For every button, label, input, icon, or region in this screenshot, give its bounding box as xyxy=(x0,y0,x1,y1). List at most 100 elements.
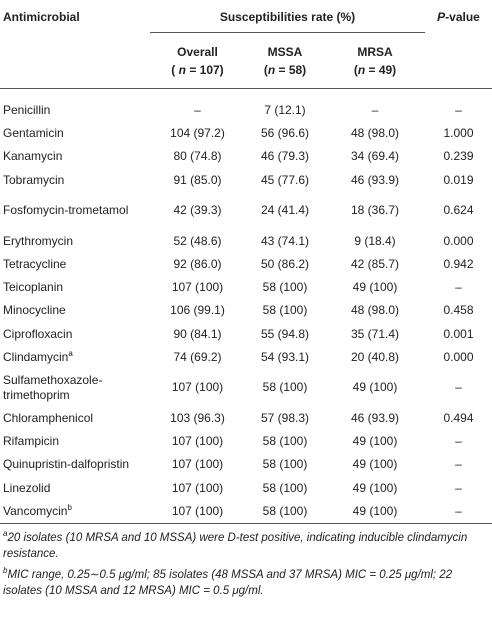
drug-name: Tobramycin xyxy=(0,169,150,192)
cell-text: 45 (77.6) xyxy=(260,172,310,187)
footnote-mark: b xyxy=(3,566,8,576)
cell-text: 9 (18.4) xyxy=(354,233,396,248)
drug-name-text: Kanamycin xyxy=(3,149,63,164)
drug-name: Linezolid xyxy=(0,476,150,499)
cell: 0.239 xyxy=(425,145,492,168)
cell: 49 (100) xyxy=(325,453,425,476)
cell: 58 (100) xyxy=(245,369,325,407)
table-row: Clindamycina 74 (69.2) 54 (93.1) 20 (40.8) 0… xyxy=(0,346,492,369)
cell-text: 0.942 xyxy=(443,257,474,272)
cell-text: 0.458 xyxy=(443,303,474,318)
cell: – xyxy=(425,369,492,407)
cell: 46 (79.3) xyxy=(245,145,325,168)
cell: 18 (36.7) xyxy=(325,192,425,230)
drug-name: Minocycline xyxy=(0,299,150,322)
cell: 90 (84.1) xyxy=(150,323,245,346)
cell: 103 (96.3) xyxy=(150,407,245,430)
header-p: P xyxy=(437,10,446,25)
cell-text: 107 (100) xyxy=(171,480,224,495)
footnote-mark: a xyxy=(68,348,73,358)
footnote: a20 isolates (10 MRSA and 10 MSSA) were … xyxy=(3,530,489,562)
header-group: Susceptibilities rate (%) xyxy=(150,2,425,33)
cell: 49 (100) xyxy=(325,499,425,524)
header-p-rest: -value xyxy=(445,10,480,25)
cell: 42 (39.3) xyxy=(150,192,245,230)
drug-name: Teicoplanin xyxy=(0,276,150,299)
footnote: bMIC range, 0.25∼0.5 μg/ml; 85 isolates … xyxy=(3,567,489,599)
cell: 58 (100) xyxy=(245,430,325,453)
cell: 46 (93.9) xyxy=(325,407,425,430)
table-row: Quinupristin-dalfopristin 107 (100) 58 (10… xyxy=(0,453,492,476)
cell: 42 (85.7) xyxy=(325,253,425,276)
cell: 104 (97.2) xyxy=(150,122,245,145)
cell: 34 (69.4) xyxy=(325,145,425,168)
cell-text: 56 (96.6) xyxy=(260,126,310,141)
cell-text: 48 (98.0) xyxy=(350,126,400,141)
cell-text: 48 (98.0) xyxy=(350,303,400,318)
cell-text: 0.239 xyxy=(443,149,474,164)
column-header: MSSA (n = 58) xyxy=(245,32,325,89)
cell-text: 74 (69.2) xyxy=(173,349,222,364)
cell: – xyxy=(425,453,492,476)
cell-text: 42 (39.3) xyxy=(173,203,222,218)
cell: 57 (98.3) xyxy=(245,407,325,430)
header-empty xyxy=(0,32,150,89)
cell: – xyxy=(425,89,492,123)
cell-text: 57 (98.3) xyxy=(260,410,310,425)
cell-text: 50 (86.2) xyxy=(260,257,310,272)
table-row: Vancomycinb 107 (100) 58 (100) 49 (100) – xyxy=(0,499,492,524)
cell-text: 107 (100) xyxy=(171,503,224,518)
column-count: ( xyxy=(263,62,268,77)
footnote-text: 20 isolates (10 MRSA and 10 MSSA) were D… xyxy=(3,532,468,560)
cell-text: 34 (69.4) xyxy=(350,149,400,164)
cell: 74 (69.2) xyxy=(150,346,245,369)
cell: – xyxy=(150,89,245,123)
column-name: MSSA xyxy=(267,44,303,59)
cell-text: 0.000 xyxy=(443,349,474,364)
cell-text: 49 (100) xyxy=(352,380,398,395)
column-name: MRSA xyxy=(357,44,393,59)
drug-name: Vancomycinb xyxy=(0,499,150,524)
cell-text: 0.494 xyxy=(443,410,474,425)
cell: 106 (99.1) xyxy=(150,299,245,322)
cell: 0.458 xyxy=(425,299,492,322)
cell-text: – xyxy=(194,103,201,118)
cell: 7 (12.1) xyxy=(245,89,325,123)
cell-text: 46 (93.9) xyxy=(350,172,400,187)
cell: 58 (100) xyxy=(245,453,325,476)
drug-name-text: Linezolid xyxy=(3,480,51,495)
cell: 107 (100) xyxy=(150,369,245,407)
column-count: ( xyxy=(353,62,358,77)
cell: 50 (86.2) xyxy=(245,253,325,276)
cell: 56 (96.6) xyxy=(245,122,325,145)
cell: – xyxy=(425,499,492,524)
table-row: Penicillin – 7 (12.1) – – xyxy=(0,89,492,123)
cell-text: – xyxy=(455,457,462,472)
cell: – xyxy=(425,276,492,299)
cell: 0.494 xyxy=(425,407,492,430)
cell: 52 (48.6) xyxy=(150,230,245,253)
cell-text: 107 (100) xyxy=(171,434,224,449)
cell-text: 0.001 xyxy=(443,326,474,341)
cell: 35 (71.4) xyxy=(325,323,425,346)
cell-text: – xyxy=(455,503,462,518)
drug-name: Fosfomycin-trometamol xyxy=(0,192,150,230)
cell-text: 58 (100) xyxy=(262,434,308,449)
drug-name-text: Sulfamethoxazole-trimethoprim xyxy=(3,372,103,402)
cell: 58 (100) xyxy=(245,299,325,322)
drug-name: Quinupristin-dalfopristin xyxy=(0,453,150,476)
cell-text: 107 (100) xyxy=(171,457,224,472)
cell-text: 58 (100) xyxy=(262,457,308,472)
cell: 54 (93.1) xyxy=(245,346,325,369)
cell-text: 0.019 xyxy=(443,172,474,187)
cell: 24 (41.4) xyxy=(245,192,325,230)
table-row: Gentamicin 104 (97.2) 56 (96.6) 48 (98.0) 1.… xyxy=(0,122,492,145)
column-count: = 107) xyxy=(185,62,224,77)
cell-text: 49 (100) xyxy=(352,457,398,472)
cell: 107 (100) xyxy=(150,276,245,299)
drug-name-text: Clindamycin xyxy=(3,349,69,364)
drug-name: Ciprofloxacin xyxy=(0,323,150,346)
cell: 107 (100) xyxy=(150,430,245,453)
cell-text: – xyxy=(371,103,379,118)
table-row: Teicoplanin 107 (100) 58 (100) 49 (100) – xyxy=(0,276,492,299)
